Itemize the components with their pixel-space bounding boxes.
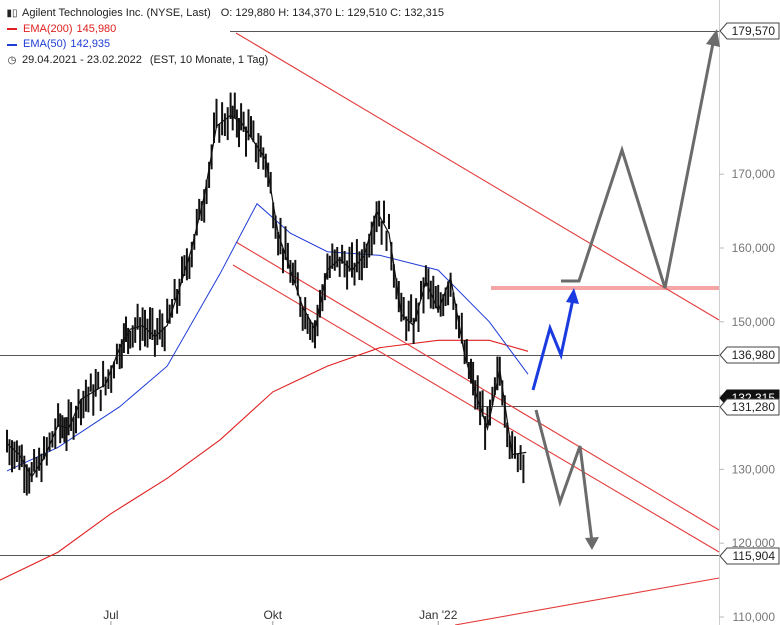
ohlc-values: O: 129,880 H: 134,370 L: 129,510 C: 132,…	[220, 7, 444, 19]
support-rising-line	[454, 577, 720, 625]
price-tag-label: 131,280	[732, 400, 776, 414]
rebound-scenario-arrowhead	[566, 288, 579, 304]
rebound-scenario-path	[531, 298, 575, 391]
y-tick-label: 120,000	[732, 536, 776, 550]
channel-upper-line	[235, 32, 720, 321]
x-tick-label: Jan '22	[419, 608, 458, 622]
y-tick-label: 150,000	[732, 315, 776, 329]
y-tick-label: 110,000	[733, 610, 776, 624]
chart-legend: ▮▯ Agilent Technologies Inc. (NYSE, Last…	[6, 6, 444, 69]
period-range: 29.04.2021 - 23.02.2022	[22, 53, 142, 66]
resistance-zone	[491, 286, 719, 290]
ema200-label: EMA(200)	[23, 22, 73, 35]
price-tag-label: 136,980	[732, 348, 776, 362]
axis-labels: 110,000120,000130,000140,000150,000160,0…	[103, 22, 780, 625]
x-tick-label: Jul	[103, 608, 118, 622]
price-tag-box	[719, 398, 780, 416]
bearish-scenario-path	[534, 409, 594, 543]
price-tag-label: 115,904	[733, 549, 776, 563]
ema50-value: 142,935	[70, 38, 111, 50]
price-tag-box	[719, 346, 780, 364]
bearish-scenario-arrowhead	[585, 537, 599, 550]
legend-period-row: ◷ 29.04.2021 - 23.02.2022 (EST, 10 Monat…	[6, 53, 444, 69]
bullish-scenario-path	[561, 37, 716, 289]
clock-icon: ◷	[7, 54, 17, 66]
y-tick-label: 130,000	[732, 462, 776, 476]
ema50-line	[6, 202, 529, 472]
price-tag-box	[719, 22, 780, 40]
legend-ema200-row: EMA(200) 145,980	[6, 22, 444, 38]
price-tag: 136,980	[719, 346, 780, 364]
price-tag-box	[719, 547, 780, 565]
ema50-swatch	[7, 43, 17, 46]
ema200-swatch	[7, 28, 17, 31]
price-tag-label: 179,570	[732, 24, 776, 38]
ema50-label: EMA(50)	[23, 38, 67, 50]
price-tag: 115,904	[719, 547, 780, 565]
price-tag: 179,570	[719, 22, 780, 40]
ema200-value: 145,980	[76, 22, 117, 35]
period-note: (EST, 10 Monate, 1 Tag)	[149, 53, 269, 66]
ema200-line	[0, 339, 529, 581]
candlestick-icon: ▮▯	[6, 8, 18, 19]
legend-title-row: ▮▯ Agilent Technologies Inc. (NYSE, Last…	[6, 6, 444, 22]
y-tick-label: 160,000	[732, 241, 776, 255]
x-tick-label: Okt	[263, 608, 282, 622]
price-series	[6, 92, 527, 496]
legend-ema50-row: EMA(50) 142,935	[6, 37, 444, 53]
bullish-scenario-arrowhead	[706, 29, 720, 47]
price-tag: 131,280	[719, 398, 780, 416]
y-tick-label: 170,000	[732, 167, 776, 181]
instrument-title: Agilent Technologies Inc. (NYSE, Last)	[22, 7, 211, 19]
